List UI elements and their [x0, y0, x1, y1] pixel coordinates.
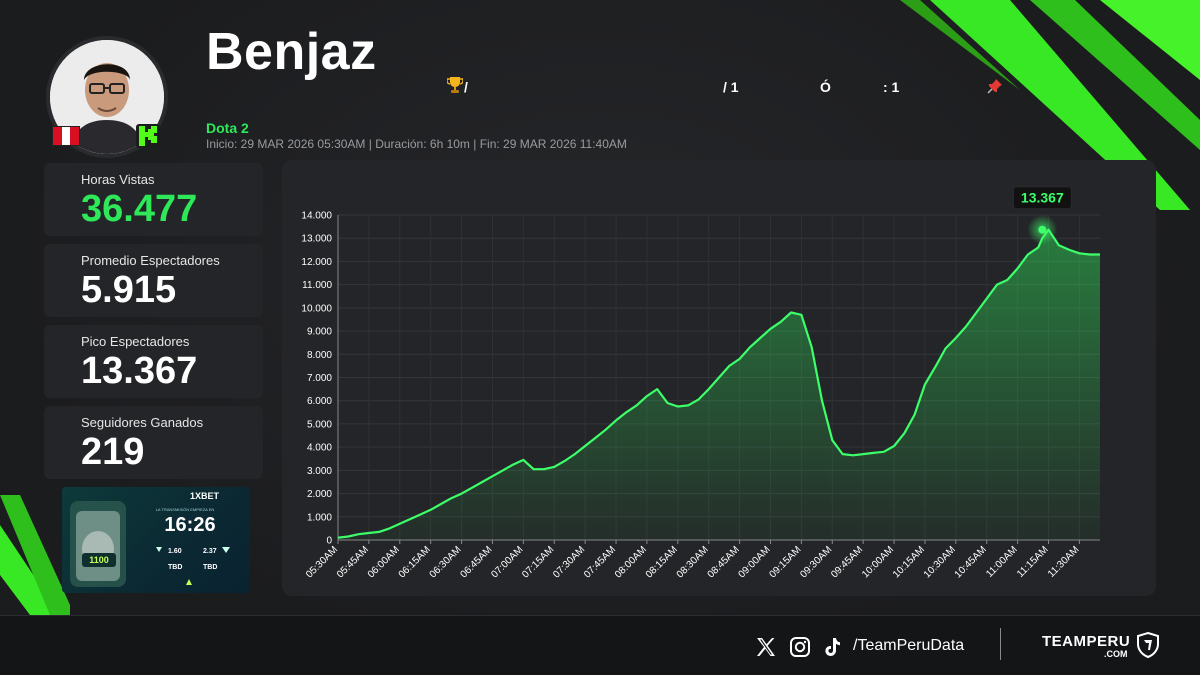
y-tick-label: 13.000 [301, 234, 332, 245]
rank-a: / 1 [723, 79, 739, 95]
promo-prize: 1100 [89, 555, 109, 565]
promo-time: 16:26 [164, 514, 215, 536]
trophy-icon [447, 77, 463, 93]
pin-icon [987, 79, 1002, 94]
footer-divider [1000, 628, 1001, 660]
stat-card-peak-viewers: Pico Espectadores 13.367 [44, 325, 263, 398]
x-tick-label: 10:00AM [860, 544, 896, 580]
promo-banner[interactable]: 1100 1XBET LA TRANSMISIÓN EMPIEZA EN 16:… [62, 487, 250, 593]
shield-icon [1137, 632, 1159, 658]
x-tick-label: 10:45AM [953, 544, 989, 580]
stat-card-hours-watched: Horas Vistas 36.477 [44, 163, 263, 236]
y-tick-label: 7.000 [307, 373, 332, 384]
x-tick-label: 09:15AM [767, 544, 803, 580]
x-tick-label: 08:30AM [675, 544, 711, 580]
x-tick-label: 06:00AM [366, 544, 402, 580]
promo-brand: 1XBET [190, 491, 220, 501]
trophy-rank-text: / [464, 79, 468, 95]
promo-logo-icon [186, 579, 192, 585]
decorative-slashes-bottom [0, 495, 70, 615]
promo-team-b: TBD [203, 564, 217, 571]
promo-art: 1100 1XBET LA TRANSMISIÓN EMPIEZA EN 16:… [70, 491, 230, 587]
x-tick-label: 05:30AM [304, 544, 340, 580]
peru-flag-icon [52, 126, 80, 146]
x-tick-label: 07:30AM [551, 544, 587, 580]
y-tick-label: 6.000 [307, 396, 332, 407]
promo-top-text: LA TRANSMISIÓN EMPIEZA EN [156, 507, 215, 512]
stat-value: 219 [81, 431, 145, 473]
x-tick-label: 10:15AM [891, 544, 927, 580]
y-tick-label: 1.000 [307, 512, 332, 523]
x-tick-label: 05:45AM [335, 544, 371, 580]
y-tick-label: 2.000 [307, 489, 332, 500]
stat-value: 13.367 [81, 350, 198, 392]
promo-odd-b: 2.37 [203, 548, 217, 555]
stat-value: 36.477 [81, 188, 198, 230]
x-tick-label: 11:30AM [1046, 544, 1082, 580]
x-tick-label: 08:45AM [706, 544, 742, 580]
y-tick-label: 14.000 [301, 211, 332, 222]
y-tick-label: 4.000 [307, 443, 332, 454]
kick-icon [136, 124, 160, 148]
stat-label: Promedio Espectadores [81, 253, 220, 268]
series-area [338, 229, 1100, 540]
y-tick-label: 3.000 [307, 466, 332, 477]
peak-marker: 13.367 [1012, 186, 1072, 245]
team-a-logo [156, 547, 162, 552]
x-icon[interactable] [755, 636, 777, 658]
rank-b: : 1 [883, 79, 900, 95]
stat-value: 5.915 [81, 269, 177, 311]
stat-card-followers-gained: Seguidores Ganados 219 [44, 406, 263, 479]
chart-panel: 0 1.000 2.000 3.000 4.000 5.000 6.000 7.000 8.00… [282, 160, 1156, 596]
promo-team-a: TBD [168, 564, 182, 571]
peak-point [1038, 225, 1047, 234]
brand-name[interactable]: TEAMPERU [1042, 633, 1131, 650]
x-tick-label: 07:15AM [520, 544, 556, 580]
x-tick-label: 11:15AM [1015, 544, 1051, 580]
stream-meta: Inicio: 29 MAR 2026 05:30AM | Duración: … [206, 137, 627, 151]
x-tick-label: 06:15AM [397, 544, 433, 580]
stat-label: Seguidores Ganados [81, 415, 204, 430]
instagram-icon[interactable] [789, 636, 811, 658]
x-tick-label: 11:00AM [984, 544, 1020, 580]
x-tick-label: 10:30AM [922, 544, 958, 580]
brand-domain: .COM [1104, 649, 1128, 659]
streamer-name: Benjaz [206, 23, 377, 81]
footer [0, 615, 1200, 675]
y-tick-label: 11.000 [302, 280, 332, 291]
series-line [337, 228, 1100, 539]
x-tick-label: 09:45AM [829, 544, 865, 580]
social-handle[interactable]: /TeamPeruData [853, 637, 965, 654]
y-tick-label: 9.000 [307, 327, 332, 338]
y-tick-label: 0 [326, 536, 332, 547]
peak-label: 13.367 [1021, 190, 1064, 206]
game-title: Dota 2 [206, 120, 249, 136]
x-tick-label: 06:30AM [428, 544, 464, 580]
y-tick-label: 8.000 [307, 350, 332, 361]
x-tick-label: 08:00AM [613, 544, 649, 580]
stat-label: Horas Vistas [81, 172, 155, 187]
viewers-area-chart: 0 1.000 2.000 3.000 4.000 5.000 6.000 7.000 8.00… [301, 186, 1100, 580]
x-tick-label: 07:45AM [582, 544, 618, 580]
peak-label-box [1012, 186, 1072, 210]
x-tick-label: 06:45AM [458, 544, 494, 580]
x-tick-label: 09:30AM [798, 544, 834, 580]
team-b-logo [222, 547, 230, 553]
y-tick-label: 10.000 [301, 303, 332, 314]
y-tick-label: 12.000 [301, 257, 332, 268]
stat-label: Pico Espectadores [81, 334, 190, 349]
y-axis: 0 1.000 2.000 3.000 4.000 5.000 6.000 7.000 8.00… [301, 211, 332, 547]
stat-card-average-viewers: Promedio Espectadores 5.915 [44, 244, 263, 317]
x-tick-label: 09:00AM [737, 544, 773, 580]
x-tick-label: 08:15AM [644, 544, 680, 580]
promo-odd-a: 1.60 [168, 548, 182, 555]
rank-b-prefix: Ó [820, 79, 831, 95]
x-axis: 05:30AM05:45AM06:00AM06:15AM06:30AM06:45… [304, 540, 1082, 580]
y-tick-label: 5.000 [307, 419, 332, 430]
tiktok-icon[interactable] [822, 636, 844, 658]
x-tick-label: 07:00AM [489, 544, 525, 580]
